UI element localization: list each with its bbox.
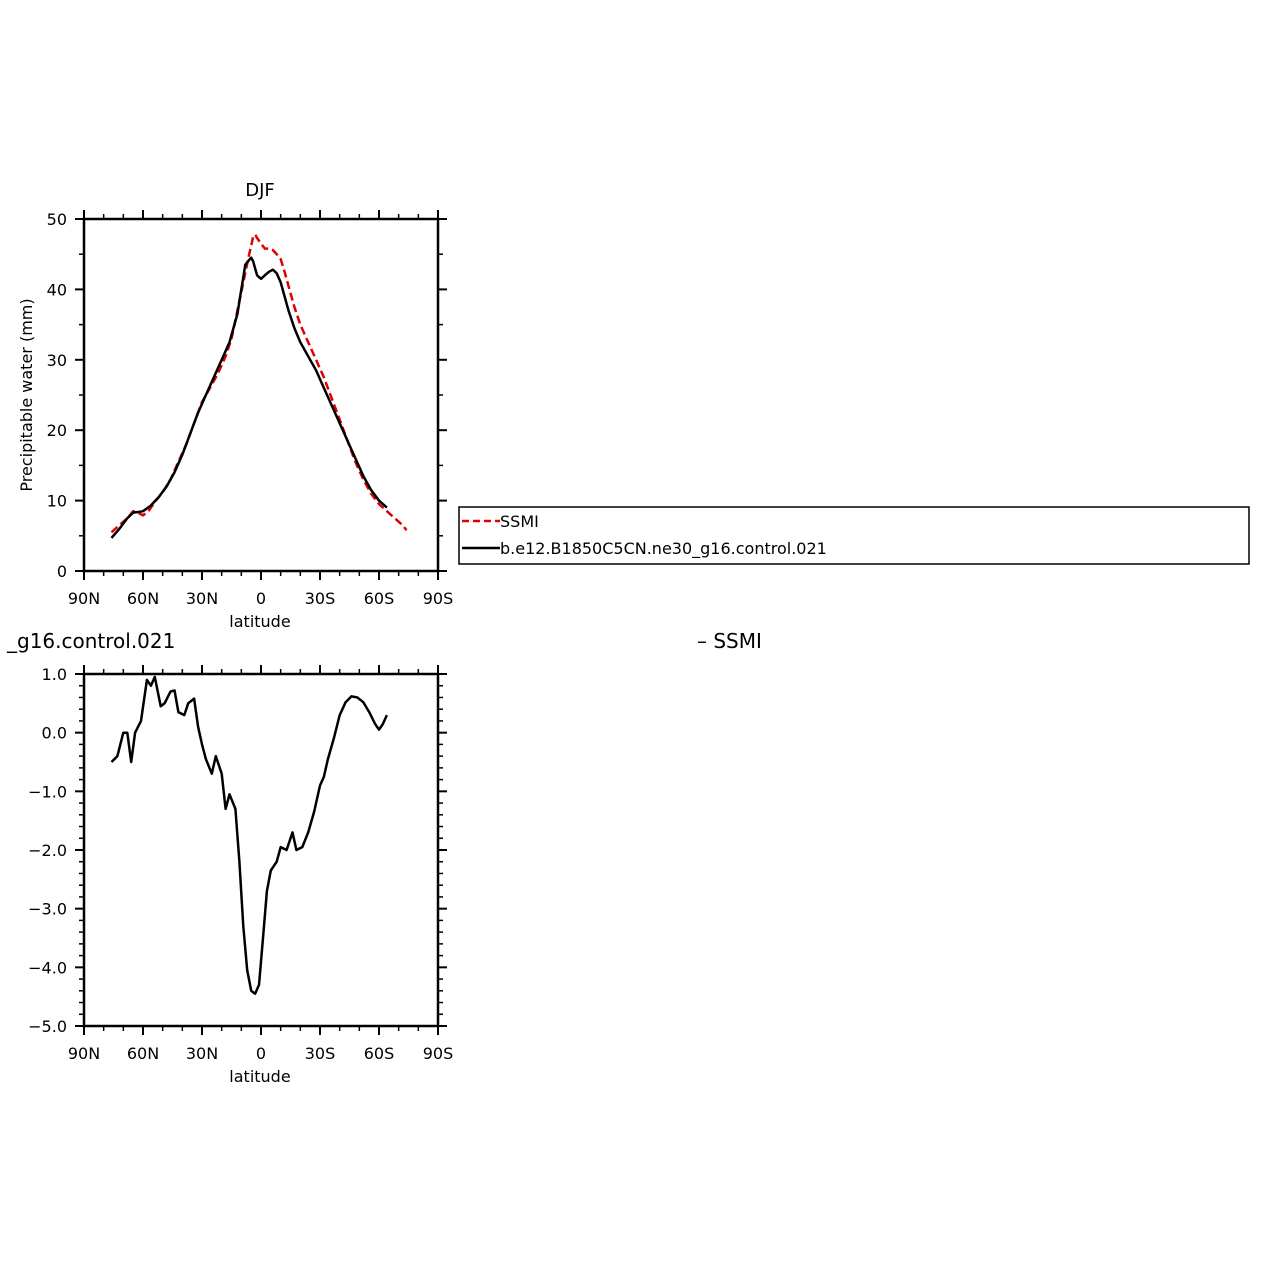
top-y-tick-label: 0: [57, 562, 67, 581]
top-chart-title: DJF: [245, 180, 275, 201]
top-y-tick-label: 40: [47, 280, 67, 299]
top-x-axis-label: latitude: [229, 612, 290, 631]
top-series-line-1: [110, 256, 388, 539]
top-y-tick-label: 20: [47, 421, 67, 440]
bottom-x-tick-label: 60S: [364, 1044, 395, 1063]
top-x-tick-label: 90N: [68, 589, 100, 608]
top-y-tick-label: 50: [47, 210, 67, 229]
bottom-y-tick-label: −2.0: [28, 841, 67, 860]
top-tick-layer: 90N 60N 30N 0 30S 60S 90S 0 10 20 30 40 50: [47, 210, 454, 608]
bottom-tick-layer: 90N 60N 30N 0 30S 60S 90S 1.0 0.0 −1.0 −2.0 −3.0 −4.…: [28, 665, 453, 1063]
bottom-x-tick-label: 30S: [305, 1044, 336, 1063]
top-x-tick-label: 0: [256, 589, 266, 608]
bottom-series-line-0: [110, 675, 389, 995]
top-plot-frame: [82, 217, 440, 573]
bottom-series-layer: [110, 675, 389, 995]
legend: SSMI b.e12.B1850C5CN.ne30_g16.control.02…: [458, 506, 1250, 565]
legend-label-ssmi: SSMI: [500, 512, 539, 531]
top-x-tick-label: 30N: [186, 589, 218, 608]
bottom-y-tick-label: 1.0: [42, 665, 67, 684]
bottom-x-axis-label: latitude: [229, 1067, 290, 1086]
bottom-x-tick-label: 90S: [423, 1044, 454, 1063]
top-x-tick-label: 90S: [423, 589, 454, 608]
bottom-x-tick-label: 0: [256, 1044, 266, 1063]
panel-top-djf: DJF 90N 60N 30N 0 30S 60S 90S 0 10 20 30 40 50 latit…: [17, 180, 453, 631]
top-y-tick-label: 10: [47, 492, 67, 511]
top-y-axis-label: Precipitable water (mm): [17, 298, 36, 491]
top-series-layer: [110, 233, 408, 539]
panel-bottom-difference: _g16.control.021 – SSMI 90N 60N 30N 0 30S 60S…: [0, 629, 762, 1086]
top-series-line-0: [110, 233, 408, 534]
top-x-tick-label: 60N: [127, 589, 159, 608]
bottom-y-tick-label: −5.0: [28, 1017, 67, 1036]
bottom-y-tick-label: −4.0: [28, 958, 67, 977]
bottom-x-tick-label: 90N: [68, 1044, 100, 1063]
top-x-tick-label: 30S: [305, 589, 336, 608]
bottom-y-tick-label: −3.0: [28, 900, 67, 919]
bottom-y-axis-label: Precipitable water (mm): [0, 753, 11, 946]
top-y-tick-label: 30: [47, 351, 67, 370]
bottom-chart-title-left: _g16.control.021: [6, 629, 175, 653]
bottom-chart-title-right: – SSMI: [697, 629, 762, 653]
bottom-x-tick-label: 60N: [127, 1044, 159, 1063]
legend-label-model: b.e12.B1850C5CN.ne30_g16.control.021: [500, 539, 827, 559]
legend-box: [458, 506, 1250, 565]
bottom-y-tick-label: −1.0: [28, 782, 67, 801]
bottom-y-tick-label: 0.0: [42, 724, 67, 743]
top-x-tick-label: 60S: [364, 589, 395, 608]
bottom-x-tick-label: 30N: [186, 1044, 218, 1063]
